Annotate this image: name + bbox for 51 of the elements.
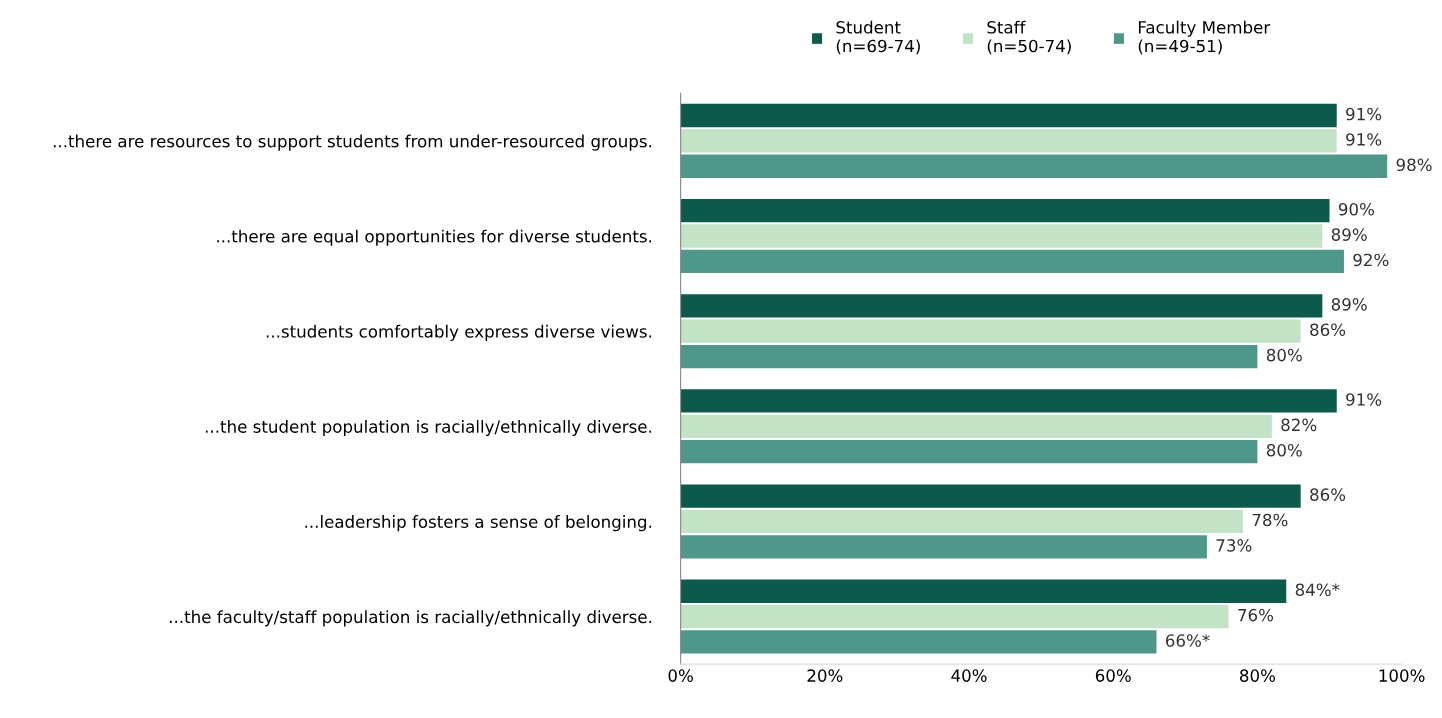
legend-label: Faculty Member (n=49-51) bbox=[1138, 20, 1271, 55]
bar bbox=[680, 630, 1157, 654]
data-label: 98% bbox=[1396, 158, 1432, 172]
bar bbox=[680, 129, 1337, 153]
data-label: 73% bbox=[1216, 539, 1252, 552]
bar bbox=[680, 579, 1287, 603]
bar bbox=[680, 224, 1323, 248]
data-label: 90% bbox=[1338, 202, 1374, 216]
data-label: 66%* bbox=[1165, 634, 1210, 647]
data-label: 89% bbox=[1331, 298, 1367, 311]
bar bbox=[680, 604, 1229, 629]
data-label: 92% bbox=[1353, 253, 1389, 267]
data-label: 80% bbox=[1266, 443, 1302, 457]
y-tick-label: ...there are resources to support students from under-resourced groups. bbox=[53, 134, 652, 151]
bar bbox=[680, 440, 1258, 464]
bar bbox=[680, 509, 1243, 534]
data-label: 89% bbox=[1331, 228, 1367, 241]
x-tick-label: 100% bbox=[1379, 669, 1425, 682]
data-label: 84%* bbox=[1295, 583, 1340, 597]
bar bbox=[680, 103, 1337, 128]
bar bbox=[680, 319, 1301, 343]
bar bbox=[680, 389, 1337, 413]
data-label: 91% bbox=[1346, 393, 1382, 406]
data-label: 80% bbox=[1266, 348, 1302, 362]
legend-label: Student (n=69-74) bbox=[836, 20, 920, 55]
bar bbox=[680, 484, 1301, 508]
x-tick-label: 80% bbox=[1240, 669, 1276, 682]
bar bbox=[680, 294, 1323, 318]
bar bbox=[680, 344, 1258, 369]
x-tick-label: 60% bbox=[1095, 669, 1131, 682]
bar bbox=[680, 199, 1330, 223]
x-tick-label: 0% bbox=[668, 669, 693, 682]
bar bbox=[680, 535, 1207, 559]
data-label: 86% bbox=[1310, 323, 1346, 337]
data-label: 78% bbox=[1252, 513, 1288, 527]
x-tick-label: 40% bbox=[951, 669, 987, 682]
data-label: 76% bbox=[1238, 608, 1274, 622]
bar bbox=[680, 154, 1388, 178]
data-label: 91% bbox=[1346, 133, 1382, 146]
data-label: 86% bbox=[1310, 488, 1346, 501]
y-tick-label: ...leadership fosters a sense of belonging. bbox=[305, 515, 652, 532]
legend-label: Staff (n=50-74) bbox=[987, 20, 1071, 55]
bar bbox=[680, 414, 1272, 438]
bar bbox=[680, 249, 1344, 274]
x-tick-label: 20% bbox=[807, 669, 843, 682]
data-label: 91% bbox=[1346, 107, 1382, 121]
y-tick-label: ...there are equal opportunities for diverse students. bbox=[217, 229, 652, 246]
y-tick-label: ...the student population is racially/ethnically diverse. bbox=[205, 419, 652, 437]
y-tick-label: ...the faculty/staff population is racially/ethnically diverse. bbox=[170, 610, 652, 627]
data-label: 82% bbox=[1281, 418, 1317, 432]
y-tick-label: ...students comfortably express diverse views. bbox=[266, 324, 652, 341]
